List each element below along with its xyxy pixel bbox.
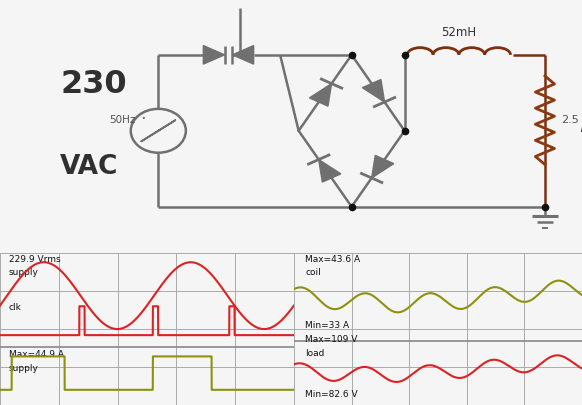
Text: VAC: VAC xyxy=(61,153,119,180)
Text: Max=43.6 A: Max=43.6 A xyxy=(306,255,361,264)
Polygon shape xyxy=(310,83,332,106)
Text: 2.5: 2.5 xyxy=(561,115,579,125)
Polygon shape xyxy=(363,79,385,102)
Text: 230: 230 xyxy=(61,69,127,100)
Text: supply: supply xyxy=(9,269,38,277)
Text: load: load xyxy=(306,349,325,358)
Text: 229.9 Vrms: 229.9 Vrms xyxy=(9,255,61,264)
Polygon shape xyxy=(203,46,225,64)
Text: Min=33 A: Min=33 A xyxy=(306,322,350,330)
Text: clk: clk xyxy=(9,303,22,312)
Text: supply: supply xyxy=(9,364,38,373)
Text: Max=44.9 A: Max=44.9 A xyxy=(9,350,64,359)
Text: Min=82.6 V: Min=82.6 V xyxy=(306,390,358,399)
Text: 52mH: 52mH xyxy=(441,26,477,39)
Text: CLK: CLK xyxy=(229,0,251,3)
Polygon shape xyxy=(372,156,394,178)
Text: coil: coil xyxy=(306,269,321,277)
Text: Max=109 V: Max=109 V xyxy=(306,335,358,344)
Polygon shape xyxy=(232,46,254,64)
Polygon shape xyxy=(319,160,341,182)
Text: ·: · xyxy=(141,110,146,128)
Text: load: load xyxy=(579,111,582,139)
Text: 50Hz: 50Hz xyxy=(109,115,136,125)
